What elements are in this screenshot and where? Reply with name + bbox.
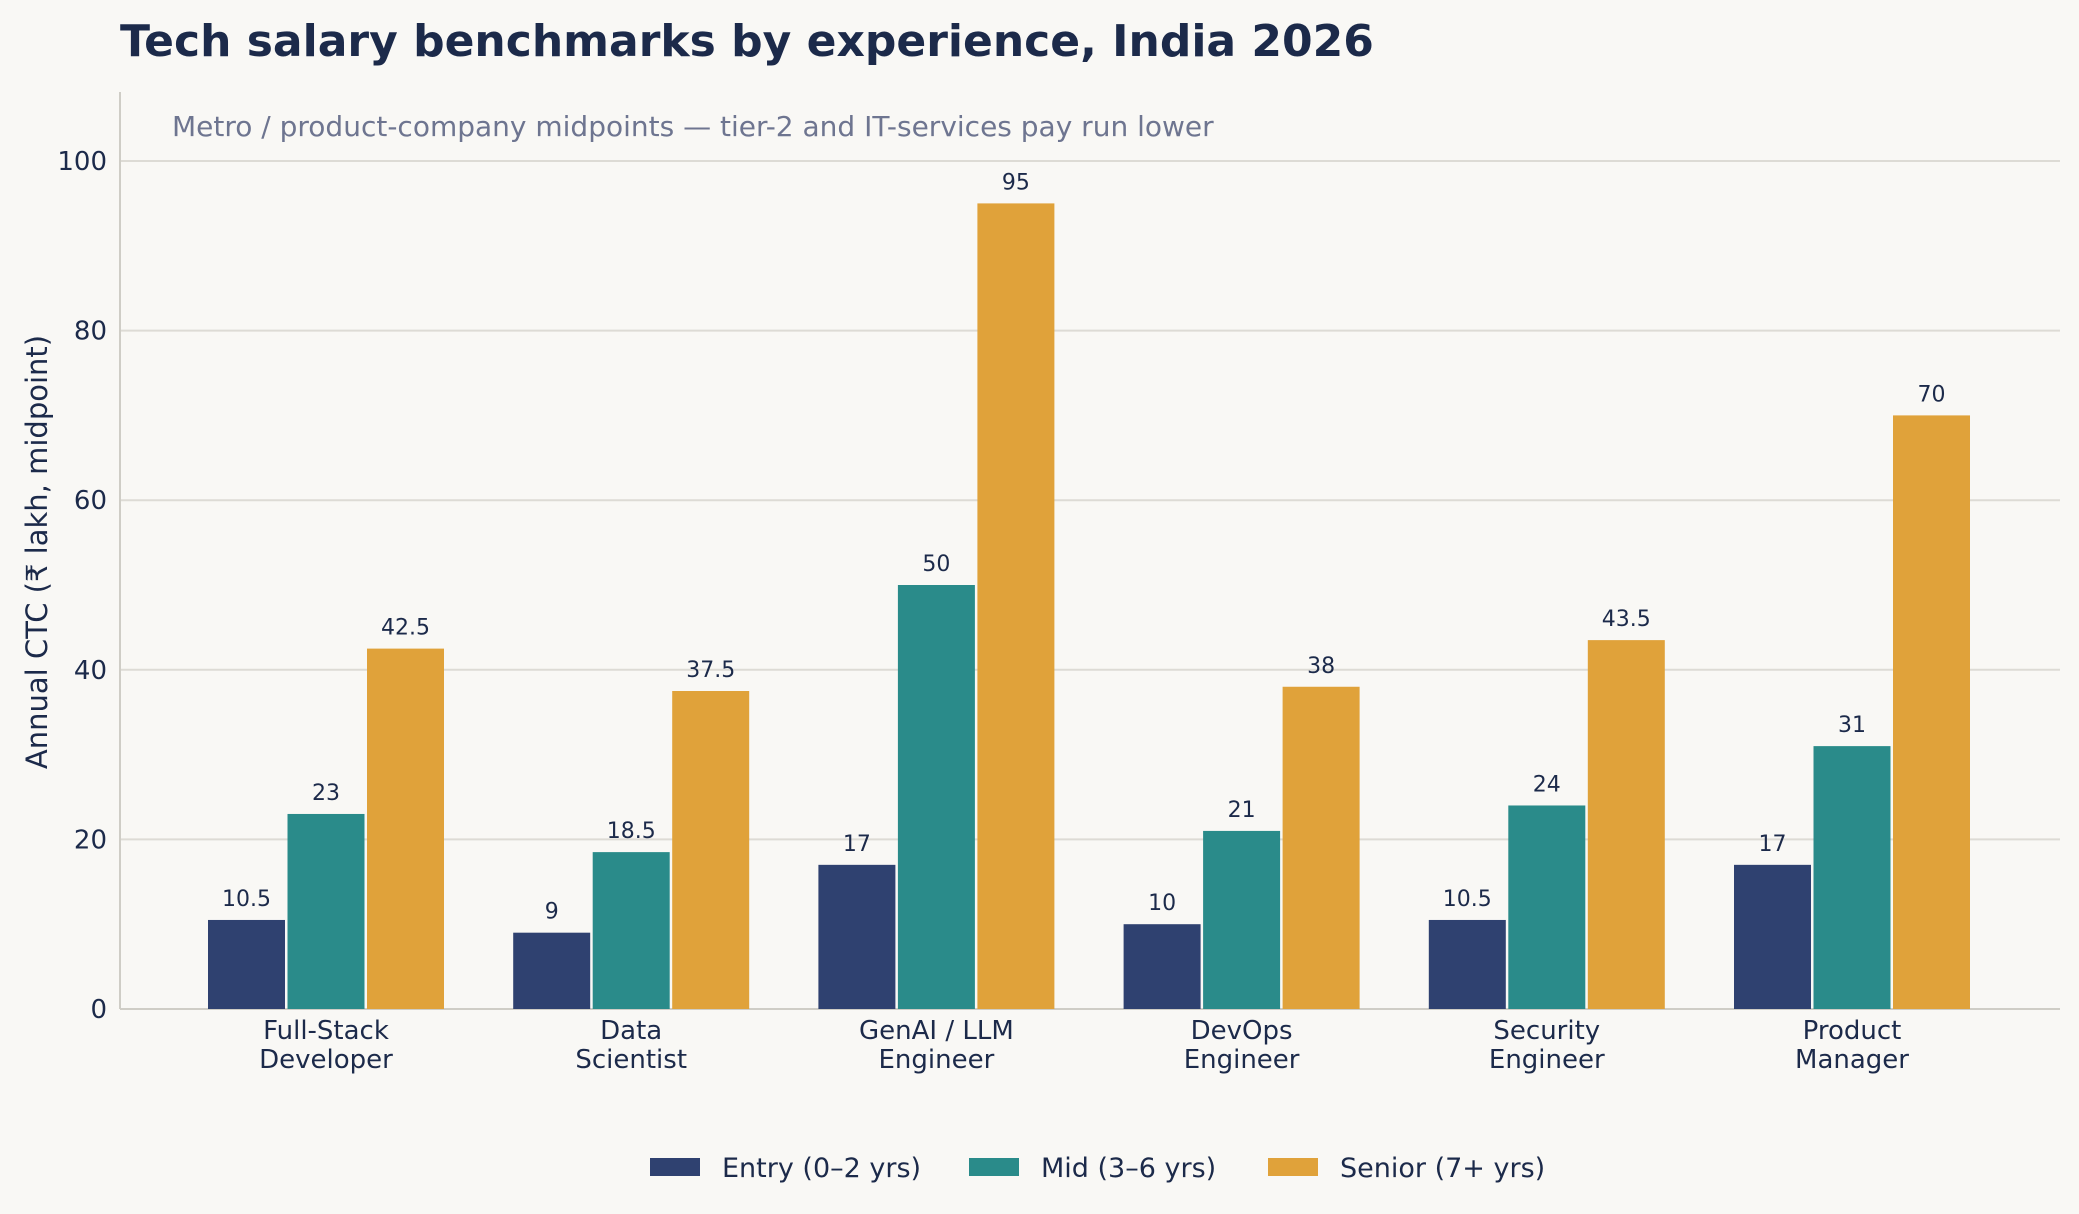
bar-value-label: 42.5 bbox=[381, 616, 430, 641]
bar bbox=[208, 919, 285, 1009]
bar bbox=[1587, 640, 1665, 1009]
x-tick-label: Data bbox=[600, 1016, 662, 1046]
bar bbox=[672, 691, 750, 1009]
bars bbox=[208, 203, 1970, 1009]
legend-swatch bbox=[1268, 1158, 1318, 1176]
bar bbox=[818, 864, 896, 1009]
legend-swatch bbox=[969, 1158, 1019, 1176]
bar bbox=[1734, 864, 1811, 1009]
bar bbox=[1123, 924, 1201, 1009]
bar bbox=[897, 585, 975, 1009]
bar bbox=[1428, 919, 1506, 1009]
bar-value-label: 38 bbox=[1307, 654, 1335, 679]
x-tick-label: Engineer bbox=[1489, 1045, 1605, 1075]
bar-value-label: 17 bbox=[1759, 832, 1787, 857]
y-tick-label: 0 bbox=[90, 995, 107, 1025]
bar bbox=[513, 932, 591, 1009]
bar-value-label: 43.5 bbox=[1602, 607, 1651, 632]
bar-value-label: 10 bbox=[1148, 891, 1176, 916]
bar-value-label: 95 bbox=[1002, 170, 1030, 195]
bar-value-label: 10.5 bbox=[222, 887, 271, 912]
bar bbox=[287, 813, 365, 1009]
y-tick-label: 60 bbox=[74, 486, 107, 516]
bar-value-label: 21 bbox=[1228, 798, 1256, 823]
legend-label: Mid (3–6 yrs) bbox=[1041, 1153, 1216, 1184]
bar-value-label: 10.5 bbox=[1443, 887, 1492, 912]
x-tick-label: Manager bbox=[1795, 1045, 1909, 1075]
bar-value-label: 70 bbox=[1918, 382, 1946, 407]
bar-value-label: 18.5 bbox=[607, 819, 656, 844]
y-tick-label: 40 bbox=[74, 656, 107, 686]
chart-subtitle: Metro / product-company midpoints — tier… bbox=[172, 110, 1214, 143]
bar-value-label: 24 bbox=[1533, 772, 1561, 797]
bar bbox=[367, 648, 444, 1009]
bar-value-label: 31 bbox=[1838, 713, 1866, 738]
x-tick-label: Engineer bbox=[1184, 1045, 1300, 1075]
bar bbox=[1893, 415, 1970, 1009]
bar-value-label: 9 bbox=[545, 900, 559, 925]
x-tick-label: GenAI / LLM bbox=[859, 1016, 1014, 1046]
bar-value-label: 17 bbox=[843, 832, 871, 857]
bar bbox=[1813, 746, 1891, 1009]
bar-value-label: 37.5 bbox=[686, 658, 735, 683]
x-tick-label: Scientist bbox=[575, 1045, 687, 1075]
x-tick-label: Security bbox=[1493, 1016, 1600, 1046]
x-tick-label: DevOps bbox=[1191, 1016, 1293, 1046]
x-tick-label: Developer bbox=[259, 1045, 393, 1075]
bar-value-label: 23 bbox=[312, 781, 340, 806]
x-tick-label: Engineer bbox=[879, 1045, 995, 1075]
bar bbox=[1203, 830, 1281, 1009]
y-tick-label: 20 bbox=[74, 825, 107, 855]
legend-label: Senior (7+ yrs) bbox=[1340, 1153, 1545, 1184]
y-tick-label: 100 bbox=[57, 147, 107, 177]
y-axis-label: Annual CTC (₹ lakh, midpoint) bbox=[20, 335, 54, 769]
legend-label: Entry (0–2 yrs) bbox=[722, 1153, 921, 1184]
chart-title: Tech salary benchmarks by experience, In… bbox=[120, 16, 1374, 67]
data-labels: 10.5 23 42.5 9 18.5 37.5 17 50 95 10 21 38 10.5 24 43.… bbox=[222, 170, 1945, 924]
legend-swatch bbox=[650, 1158, 700, 1176]
bar bbox=[592, 852, 670, 1009]
y-tick-label: 80 bbox=[74, 317, 107, 347]
x-tick-label: Full-Stack bbox=[263, 1016, 389, 1046]
x-tick-label: Product bbox=[1803, 1016, 1902, 1046]
bar-value-label: 50 bbox=[922, 552, 950, 577]
legend: Entry (0–2 yrs) Mid (3–6 yrs) Senior (7+ y… bbox=[650, 1153, 1545, 1184]
bar bbox=[1508, 805, 1586, 1009]
bar bbox=[1282, 686, 1360, 1009]
bar bbox=[977, 203, 1055, 1009]
